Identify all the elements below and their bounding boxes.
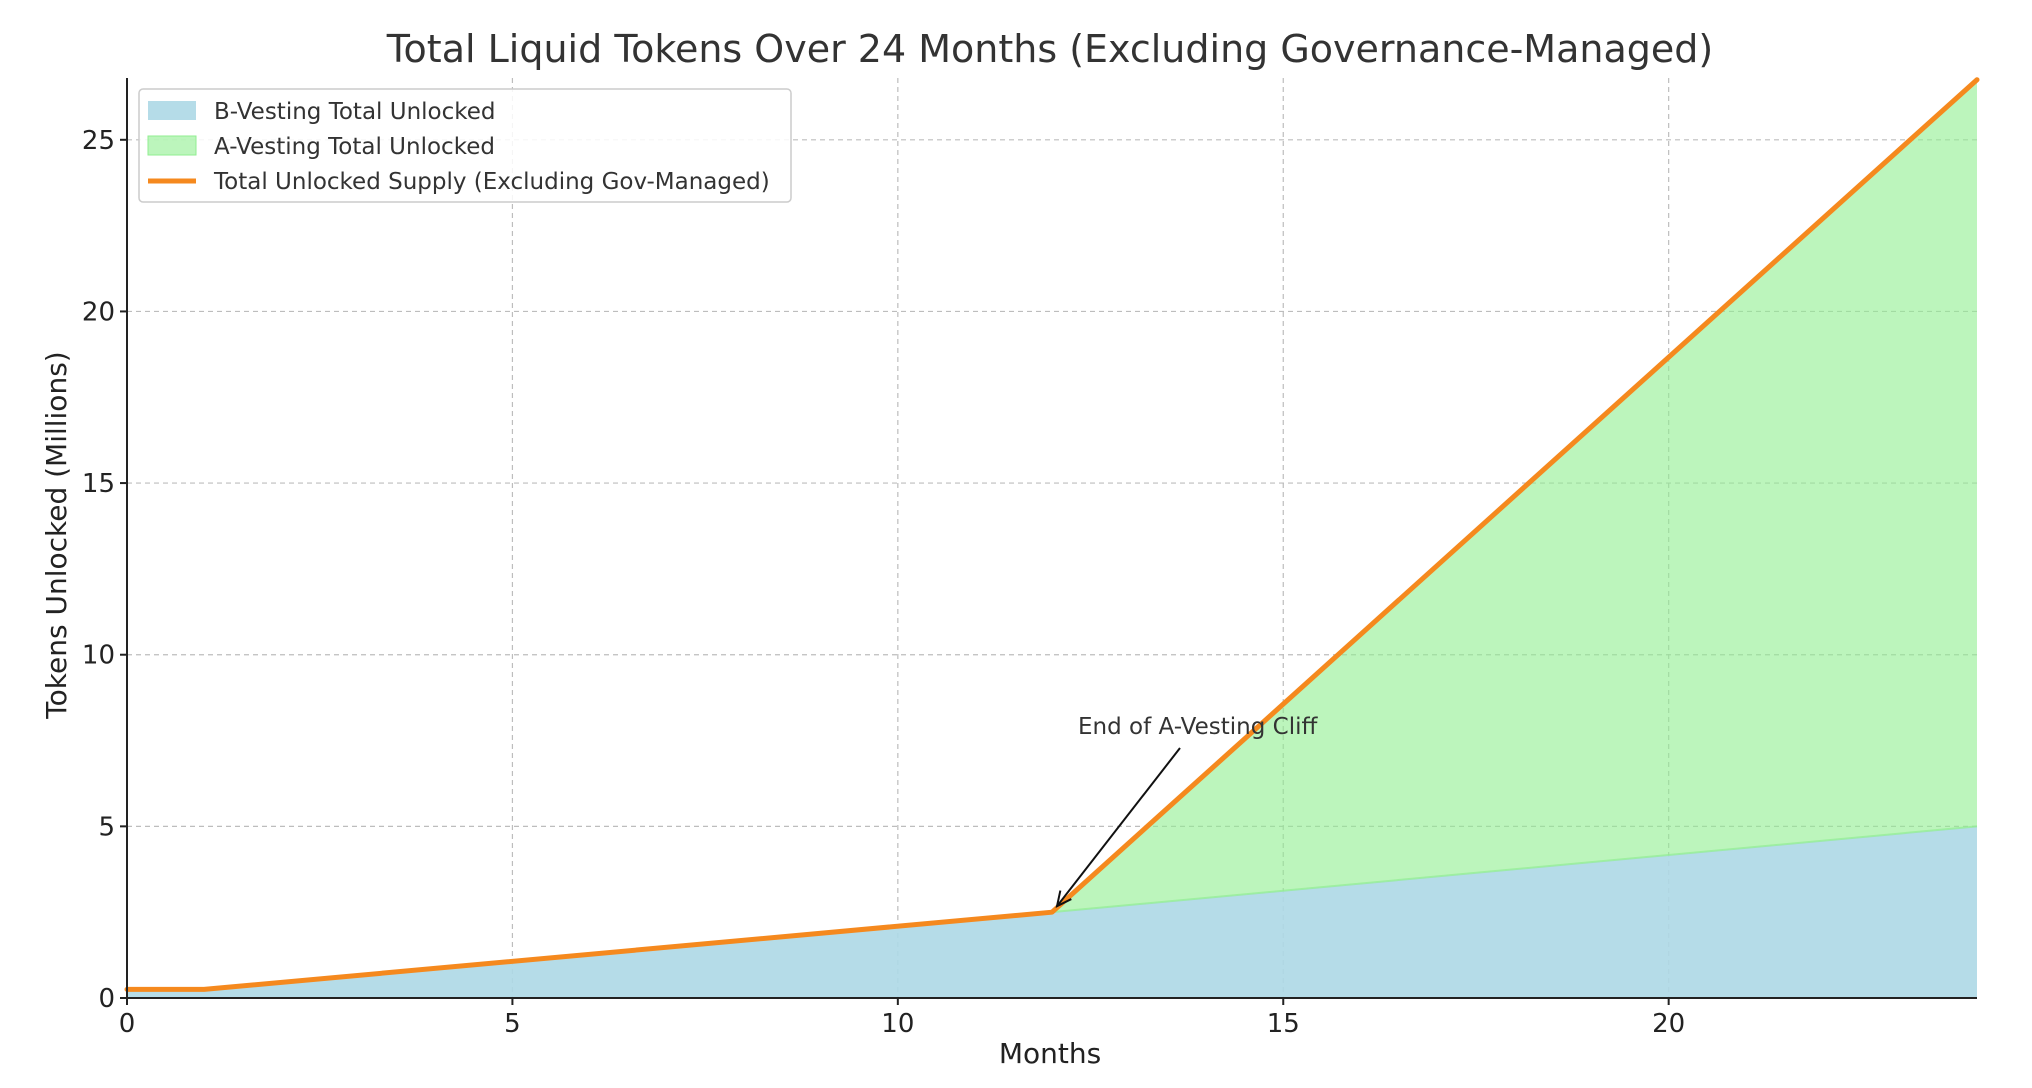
annotation-arrow-head — [1055, 890, 1072, 908]
y-tick-label: 10 — [82, 641, 115, 671]
legend-swatch-b-vesting — [148, 101, 196, 120]
annotation: End of A-Vesting Cliff — [1055, 714, 1318, 908]
tick-labels: 0 5 10 15 20 0 5 10 15 20 25 — [82, 126, 1685, 1039]
y-tick-label: 20 — [82, 297, 115, 327]
line-layer — [124, 77, 1980, 992]
legend-label: Total Unlocked Supply (Excluding Gov-Man… — [213, 169, 770, 195]
y-axis-label: Tokens Unlocked (Millions) — [40, 351, 73, 719]
annotation-arrow-line — [1056, 747, 1181, 907]
x-tick-label: 0 — [119, 1009, 136, 1039]
chart-title: Total Liquid Tokens Over 24 Months (Excl… — [386, 27, 1713, 71]
x-tick-label: 5 — [504, 1009, 521, 1039]
y-tick-label: 5 — [98, 812, 115, 842]
legend-box — [138, 88, 792, 203]
area-layer — [127, 79, 1978, 998]
total-unlocked-line — [124, 77, 1980, 992]
annotation-label: End of A-Vesting Cliff — [1078, 714, 1318, 740]
y-tick-label: 25 — [82, 126, 115, 156]
legend-label: A-Vesting Total Unlocked — [214, 134, 495, 160]
x-tick-label: 15 — [1267, 1009, 1300, 1039]
legend-swatch-a-vesting — [147, 135, 197, 156]
y-tick-label: 0 — [98, 984, 115, 1014]
x-axis-label: Months — [999, 1037, 1101, 1070]
legend-label: B-Vesting Total Unlocked — [214, 99, 496, 125]
y-tick-label: 15 — [82, 469, 115, 499]
x-tick-label: 20 — [1652, 1009, 1685, 1039]
legend: B-Vesting Total Unlocked A-Vesting Total … — [138, 88, 792, 203]
x-tick-label: 10 — [881, 1009, 914, 1039]
a-vesting-area — [127, 79, 1977, 990]
